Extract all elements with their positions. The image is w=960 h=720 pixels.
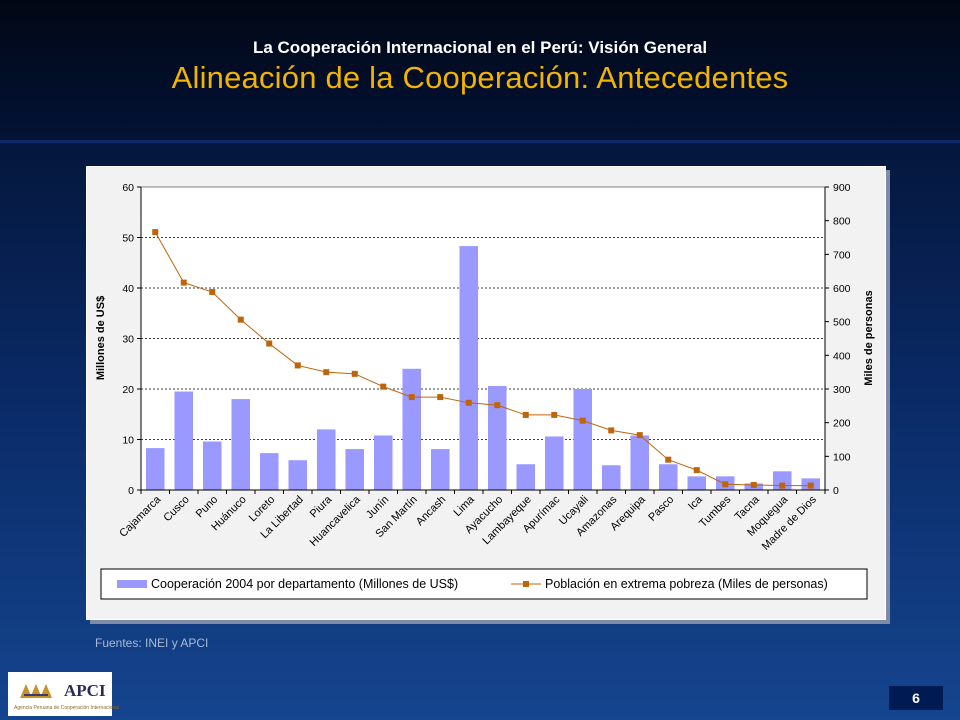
y2-axis-title: Miles de personas (863, 290, 875, 385)
line-marker-0 (152, 229, 159, 236)
y-tick-label: 20 (122, 384, 134, 396)
y-tick-label: 30 (122, 334, 134, 346)
bar-8 (373, 435, 393, 490)
y2-tick-label: 600 (833, 283, 851, 295)
bar-17 (630, 435, 650, 490)
line-marker-10 (437, 394, 444, 401)
x-tick-label: Ancash (414, 494, 448, 528)
x-tick-label: Ica (686, 493, 705, 512)
line-marker-3 (237, 316, 244, 323)
x-tick-label: Lima (452, 493, 478, 519)
y2-tick-label: 100 (833, 451, 851, 463)
line-marker-1 (180, 279, 187, 286)
bar-16 (601, 465, 621, 490)
line-marker-11 (465, 399, 472, 406)
bar-6 (316, 429, 336, 490)
legend-line-label: Población en extrema pobreza (Miles de p… (545, 577, 828, 591)
legend-bar-label: Cooperación 2004 por departamento (Millo… (151, 577, 458, 591)
combo-chart: 0 10 20 30 40 50 60 0 100 200 300 400 500 600 700 800 9… (95, 182, 875, 600)
header-band (0, 0, 960, 140)
page-number: 6 (889, 686, 943, 710)
x-tick-label: Cusco (161, 494, 192, 525)
bar-11 (459, 246, 479, 490)
line-marker-19 (693, 467, 700, 474)
y2-tick-label: 900 (833, 182, 851, 194)
bar-0 (145, 448, 165, 490)
line-marker-5 (294, 362, 301, 369)
legend-box (100, 568, 868, 600)
y-tick-label: 10 (122, 435, 134, 447)
bar-1 (174, 391, 194, 490)
logo-subtext: Agencia Peruana de Cooperación Internaci… (14, 705, 120, 711)
bar-19 (687, 476, 707, 490)
line-marker-7 (351, 370, 358, 377)
bar-3 (231, 399, 251, 490)
y2-tick-label: 500 (833, 317, 851, 329)
bar-12 (487, 385, 507, 490)
bar-14 (544, 436, 564, 490)
apci-logo: APCI Agencia Peruana de Cooperación Inte… (8, 672, 119, 716)
slide-title: Alineación de la Cooperación: Antecedent… (171, 60, 789, 95)
y2-tick-label: 700 (833, 249, 851, 261)
bar-4 (259, 453, 279, 490)
x-tick-label: Pasco (646, 494, 676, 524)
y-tick-label: 50 (122, 233, 134, 245)
x-tick-label: Huancavelica (308, 493, 364, 549)
line-marker-4 (266, 340, 273, 347)
line-marker-23 (807, 482, 814, 489)
poverty-line (154, 231, 811, 487)
line-marker-17 (636, 432, 643, 439)
y2-tick-label: 0 (833, 485, 839, 497)
line-marker-14 (551, 411, 558, 418)
y-tick-label: 40 (122, 283, 134, 295)
y-tick-label: 60 (122, 182, 134, 194)
line-marker-13 (522, 411, 529, 418)
logo-text: APCI (64, 681, 106, 700)
y2-tick-label: 200 (833, 418, 851, 430)
line-marker-16 (608, 427, 615, 434)
line-marker-18 (665, 456, 672, 463)
line-marker-21 (750, 481, 757, 488)
legend-line-marker (523, 581, 529, 587)
line-marker-9 (408, 394, 415, 401)
y-axis-title: Millones de US$ (95, 296, 107, 380)
logo-mark-icon (20, 684, 52, 698)
chart-frame: 0 10 20 30 40 50 60 0 100 200 300 400 500 600 700 800 9… (86, 166, 886, 620)
bar-2 (202, 441, 222, 490)
line-marker-15 (579, 417, 586, 424)
y2-tick-label: 300 (833, 384, 851, 396)
y-tick-label: 0 (128, 485, 134, 497)
y2-tick-label: 800 (833, 216, 851, 228)
slide-subtitle: La Cooperación Internacional en el Perú:… (252, 38, 708, 57)
line-marker-12 (494, 402, 501, 409)
legend-bar-swatch (117, 580, 147, 588)
bar-15 (573, 389, 593, 490)
bar-5 (288, 460, 308, 490)
line-marker-6 (323, 369, 330, 376)
bar-13 (516, 464, 536, 490)
source-note: Fuentes: INEI y APCI (95, 636, 209, 650)
line-marker-22 (779, 482, 786, 489)
bar-7 (345, 449, 365, 490)
y2-tick-label: 400 (833, 350, 851, 362)
bar-9 (402, 368, 422, 490)
x-tick-label: Cajamarca (117, 493, 164, 540)
bar-10 (430, 449, 450, 490)
line-marker-8 (380, 383, 387, 390)
line-marker-20 (722, 481, 729, 488)
line-marker-2 (209, 289, 216, 296)
header-divider (0, 140, 960, 143)
x-tick-label: Tumbes (697, 493, 734, 530)
legend: Cooperación 2004 por departamento (Millo… (100, 568, 868, 600)
bar-18 (658, 464, 678, 490)
